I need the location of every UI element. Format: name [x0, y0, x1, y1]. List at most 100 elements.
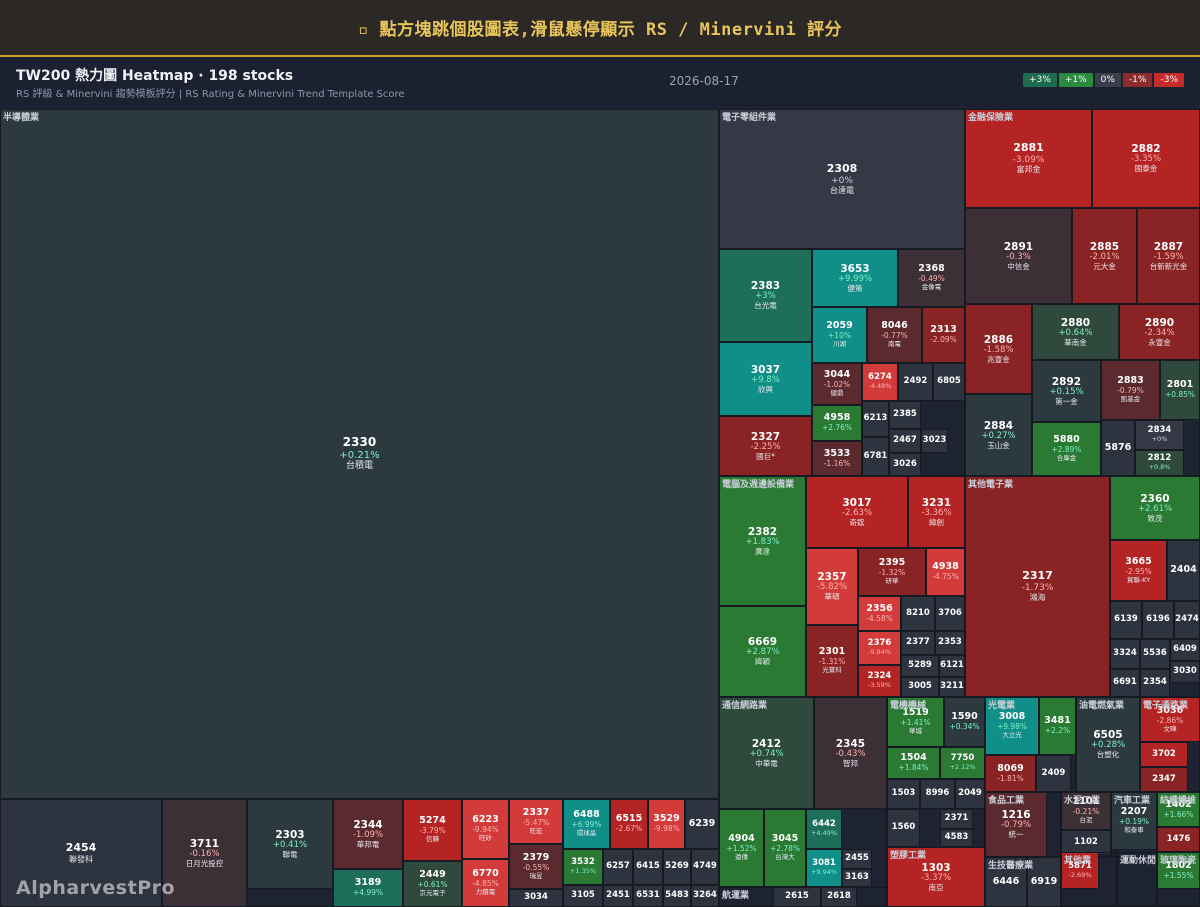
- stock-tile[interactable]: 2354: [1140, 669, 1170, 697]
- stock-tile[interactable]: 2892 +0.15% 第一金: [1032, 360, 1101, 422]
- stock-tile[interactable]: 6442 +4.49%: [806, 809, 842, 849]
- stock-tile[interactable]: 5483: [663, 885, 691, 907]
- stock-tile[interactable]: 2880 +0.64% 華南金: [1032, 304, 1119, 360]
- stock-tile[interactable]: 2356 -4.58%: [858, 596, 901, 631]
- stock-tile[interactable]: 6488 +6.99% 環球晶: [563, 799, 610, 849]
- stock-tile[interactable]: 3036 -2.86% 文曄: [1140, 697, 1200, 742]
- stock-tile[interactable]: 6121: [939, 655, 965, 677]
- stock-tile[interactable]: 2301 -1.31% 光寶科: [806, 625, 858, 697]
- stock-tile[interactable]: 5269: [663, 849, 691, 885]
- stock-tile[interactable]: 2834 +0%: [1135, 420, 1184, 450]
- stock-tile[interactable]: 3081 +9.94%: [806, 849, 842, 887]
- stock-tile[interactable]: 1519 +1.41% 華城: [887, 697, 944, 747]
- stock-tile[interactable]: 2409: [1036, 755, 1071, 792]
- stock-tile[interactable]: 1303 -3.37% 南亞: [887, 847, 985, 907]
- stock-tile[interactable]: 1802 +1.55%: [1157, 852, 1200, 889]
- stock-tile[interactable]: 2059 +10% 川湖: [812, 307, 867, 363]
- stock-tile[interactable]: 6805: [933, 363, 965, 401]
- stock-tile[interactable]: 4749: [691, 849, 719, 885]
- stock-tile[interactable]: 3163: [842, 869, 872, 887]
- stock-tile[interactable]: 2885 -2.01% 元大金: [1072, 208, 1137, 304]
- stock-tile[interactable]: 6257: [603, 849, 633, 885]
- stock-tile[interactable]: 2455: [842, 849, 872, 869]
- stock-tile[interactable]: 1402 +1.66%: [1157, 792, 1200, 827]
- stock-tile[interactable]: 3264: [691, 885, 719, 907]
- stock-tile[interactable]: 3044 -1.02% 健鼎: [812, 363, 862, 405]
- stock-tile[interactable]: 3324: [1110, 639, 1140, 669]
- stock-tile[interactable]: 1101 -0.21% 台泥: [1061, 792, 1111, 830]
- stock-tile[interactable]: 1476: [1157, 827, 1200, 852]
- stock-tile[interactable]: 3005: [901, 677, 939, 697]
- stock-tile[interactable]: 5876: [1101, 420, 1135, 476]
- stock-tile[interactable]: 2353: [935, 631, 965, 655]
- stock-tile[interactable]: 6531: [633, 885, 663, 907]
- stock-tile[interactable]: 1503: [887, 779, 920, 809]
- stock-tile[interactable]: 2382 +1.83% 廣達: [719, 476, 806, 606]
- stock-tile[interactable]: 6239: [685, 799, 719, 849]
- stock-tile[interactable]: 2327 -2.25% 國巨*: [719, 416, 812, 476]
- stock-tile[interactable]: 3533 -1.16%: [812, 441, 862, 476]
- stock-tile[interactable]: 2891 -0.3% 中信金: [965, 208, 1072, 304]
- stock-tile[interactable]: 4904 +1.52% 遠傳: [719, 809, 764, 887]
- stock-tile[interactable]: 2371: [940, 809, 973, 829]
- stock-tile[interactable]: 2449 +0.61% 京元電子: [403, 861, 462, 907]
- stock-tile[interactable]: 2886 -1.58% 兆豐金: [965, 304, 1032, 394]
- stock-tile[interactable]: 2345 -0.43% 智邦: [814, 697, 887, 809]
- stock-tile[interactable]: 2801 +0.85%: [1160, 360, 1200, 420]
- stock-tile[interactable]: 2882 -3.35% 國泰金: [1092, 109, 1200, 208]
- stock-tile[interactable]: 2492: [898, 363, 933, 401]
- stock-tile[interactable]: 3706: [935, 596, 965, 631]
- stock-tile[interactable]: 3231 -3.36% 緯創: [908, 476, 965, 548]
- stock-tile[interactable]: 5536: [1140, 639, 1170, 669]
- stock-tile[interactable]: 2337 -5.47% 旺宏: [509, 799, 563, 844]
- stock-tile[interactable]: 5274 -3.79% 信驊: [403, 799, 462, 861]
- stock-tile[interactable]: 3026: [889, 453, 921, 476]
- stock-tile[interactable]: 2467: [889, 429, 921, 453]
- stock-tile[interactable]: 2377: [901, 631, 935, 655]
- stock-tile[interactable]: 2383 +3% 台光電: [719, 249, 812, 342]
- stock-tile[interactable]: 3008 +9.98% 大立光: [985, 697, 1039, 755]
- stock-tile[interactable]: 3017 -2.63% 奇鋐: [806, 476, 908, 548]
- stock-tile[interactable]: 2049: [955, 779, 985, 809]
- stock-tile[interactable]: 2347: [1140, 767, 1188, 792]
- stock-tile[interactable]: 5289: [901, 655, 939, 677]
- stock-tile[interactable]: 8069 -1.81%: [985, 755, 1036, 792]
- stock-tile[interactable]: 6139: [1110, 601, 1142, 639]
- stock-tile[interactable]: 6446: [985, 857, 1027, 907]
- stock-tile[interactable]: 2357 -5.82% 華碩: [806, 548, 858, 625]
- stock-tile[interactable]: 2881 -3.09% 富邦金: [965, 109, 1092, 208]
- stock-tile[interactable]: 3037 +9.8% 欣興: [719, 342, 812, 416]
- stock-tile[interactable]: 3034: [509, 889, 563, 907]
- stock-tile[interactable]: 6505 +0.28% 台塑化: [1076, 697, 1140, 792]
- stock-tile[interactable]: 3665 -2.95% 貿聯-KY: [1110, 540, 1167, 601]
- stock-tile[interactable]: 2379 -0.55% 瑞昱: [509, 844, 563, 889]
- stock-tile[interactable]: 3532 +1.35%: [563, 849, 603, 885]
- stock-tile[interactable]: 2884 +0.27% 玉山金: [965, 394, 1032, 476]
- stock-tile[interactable]: 3189 +4.99%: [333, 869, 403, 907]
- stock-tile[interactable]: 1560: [887, 809, 920, 847]
- stock-tile[interactable]: 6781: [862, 437, 889, 476]
- stock-tile[interactable]: 2360 +2.61% 致茂: [1110, 476, 1200, 540]
- stock-tile[interactable]: 6515 -2.67%: [610, 799, 648, 849]
- stock-tile[interactable]: 8046 -0.77% 南電: [867, 307, 922, 363]
- stock-tile[interactable]: 2308 +0% 台達電: [719, 109, 965, 249]
- stock-tile[interactable]: 8210: [901, 596, 935, 631]
- stock-tile[interactable]: 2404: [1167, 540, 1200, 601]
- stock-tile[interactable]: 2883 -0.79% 凱基金: [1101, 360, 1160, 420]
- stock-tile[interactable]: 7750 +2.12%: [940, 747, 985, 779]
- stock-tile[interactable]: 2207 +0.19% 和泰車: [1111, 792, 1157, 850]
- stock-tile[interactable]: 2344 -1.09% 華邦電: [333, 799, 403, 869]
- stock-tile[interactable]: 6223 -9.94% 旺矽: [462, 799, 509, 859]
- stock-tile[interactable]: 4958 +2.76%: [812, 405, 862, 441]
- stock-tile[interactable]: 5880 +2.89% 合庫金: [1032, 422, 1101, 476]
- stock-tile[interactable]: 4938 -4.75%: [926, 548, 965, 596]
- stock-tile[interactable]: 2395 -1.32% 研華: [858, 548, 926, 596]
- stock-tile[interactable]: 2618: [821, 887, 857, 907]
- stock-tile[interactable]: 5871 -2.69%: [1061, 852, 1099, 889]
- stock-tile[interactable]: 2324 -3.59%: [858, 665, 901, 697]
- stock-tile[interactable]: 6770 -4.85% 力積電: [462, 859, 509, 907]
- stock-tile[interactable]: 2474: [1174, 601, 1200, 639]
- stock-tile[interactable]: 8996: [920, 779, 955, 809]
- stock-tile[interactable]: 2412 +0.74% 中華電: [719, 697, 814, 809]
- stock-tile[interactable]: 3702: [1140, 742, 1188, 767]
